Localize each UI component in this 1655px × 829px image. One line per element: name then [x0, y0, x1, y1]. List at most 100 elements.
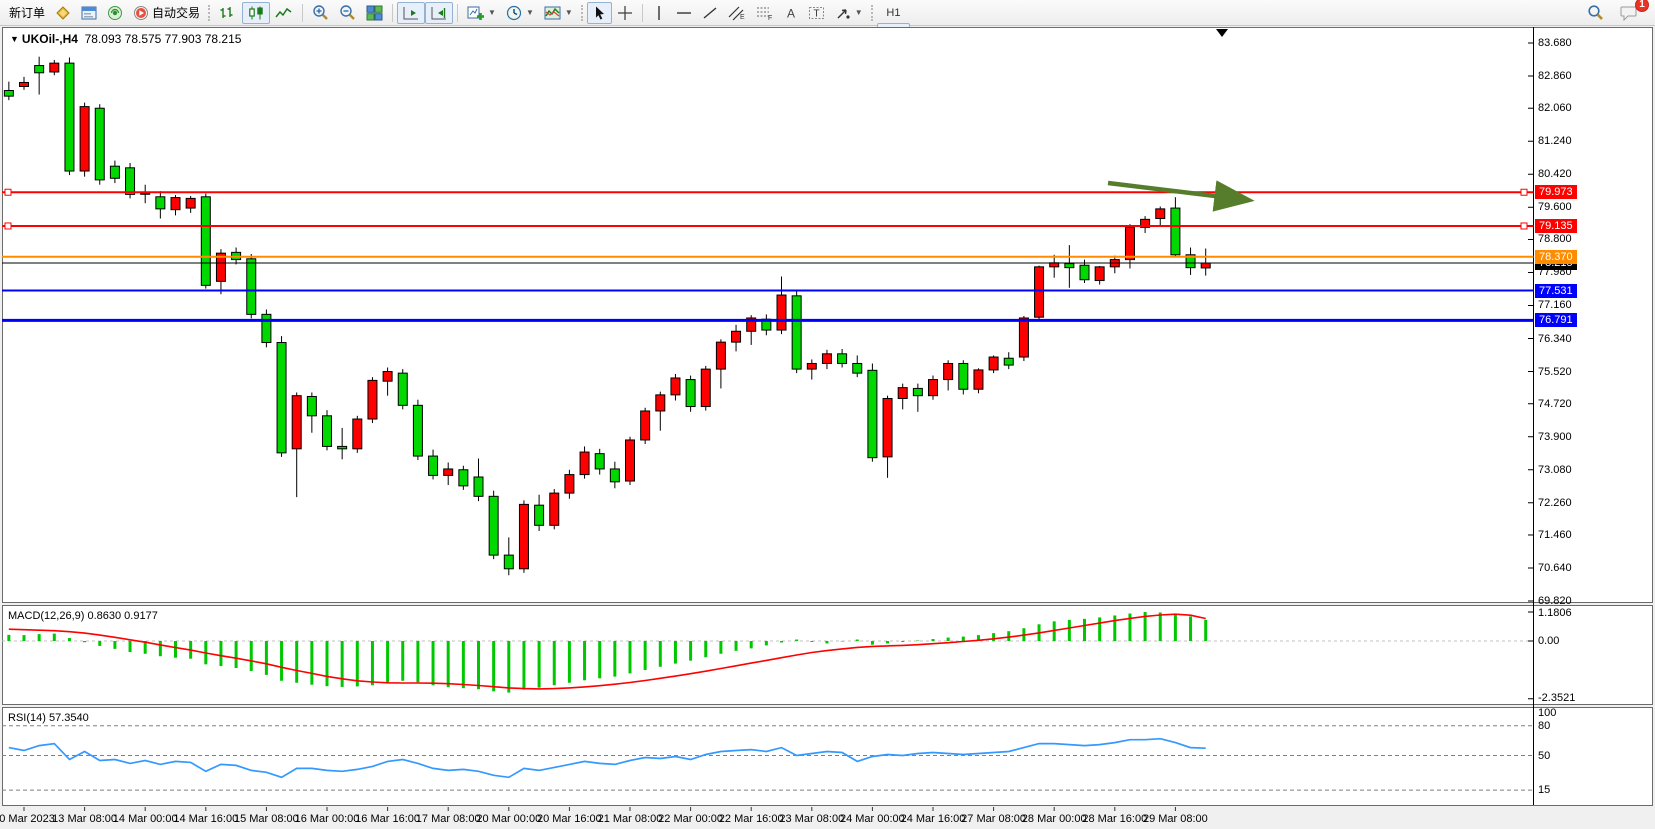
price-axis-tick: 75.520: [1538, 365, 1572, 378]
new-order-label: 新订单: [9, 6, 46, 20]
tile-windows-button[interactable]: [361, 2, 388, 24]
rsi-axis-tick: 100: [1538, 707, 1557, 719]
chart-ohlc-values: 78.093 78.575 77.903 78.215: [84, 32, 242, 46]
macd-axis-tick: 1.1806: [1538, 607, 1572, 619]
chart-candles-button[interactable]: [242, 1, 271, 24]
fibonacci-tool[interactable]: F: [751, 2, 779, 24]
price-axis-tick: 70.640: [1538, 561, 1572, 574]
svg-text:E: E: [740, 14, 745, 21]
search-button[interactable]: [1582, 2, 1609, 24]
price-axis-tick: 72.260: [1538, 496, 1572, 509]
toolbar-separator: [641, 3, 643, 22]
price-axis-tick: 71.460: [1538, 528, 1572, 541]
dropdown-arrow-icon: ▼: [564, 8, 573, 17]
arrow-objects-icon: [837, 8, 850, 19]
text-A-icon: A: [787, 6, 795, 20]
toolbar-separator: [302, 3, 304, 22]
time-axis-label: 14 Mar 00:00: [112, 813, 178, 825]
search-icon: [1588, 5, 1603, 20]
price-level-badge: 79.135: [1535, 218, 1577, 233]
channel-icon: E: [728, 6, 745, 21]
chart-line-button[interactable]: [270, 2, 298, 24]
crosshair-icon: [617, 5, 632, 20]
time-axis-label: 21 Mar 08:00: [597, 813, 663, 825]
text-label-icon: T: [808, 6, 824, 19]
chart-bars-button[interactable]: [214, 2, 242, 24]
indicators-button[interactable]: ▼: [539, 2, 578, 24]
time-axis-label: 20 Mar 00:00: [476, 813, 542, 825]
zoom-out-button[interactable]: [334, 2, 361, 24]
price-level-badge: 78.370: [1535, 249, 1577, 264]
signal-icon: [108, 5, 123, 20]
macd-axis-tick: -2.3521: [1538, 692, 1576, 704]
main-chart-panel[interactable]: [2, 27, 1653, 603]
new-chart-button[interactable]: ▼: [462, 2, 501, 24]
chart-title: ▼ UKOil-,H4 78.093 78.575 77.903 78.215: [10, 32, 241, 46]
horizontal-line-icon: [676, 11, 691, 14]
cursor-arrow-icon: [595, 6, 604, 19]
time-axis-label: 20 Mar 16:00: [536, 813, 602, 825]
time-axis-label: 22 Mar 16:00: [718, 813, 784, 825]
auto-trading-icon: [134, 5, 149, 20]
trendline-tool[interactable]: [697, 2, 723, 24]
cursor-button[interactable]: [586, 1, 612, 24]
trendline-icon: [703, 6, 717, 19]
time-axis-strip[interactable]: [2, 807, 1653, 829]
gold-nugget-icon: [56, 5, 70, 20]
vertical-line-tool[interactable]: [647, 2, 671, 24]
chart-shift-button[interactable]: [425, 1, 454, 24]
periods-button[interactable]: ▼: [501, 2, 539, 24]
price-axis-tick: 80.420: [1538, 168, 1572, 181]
terminal-window-button[interactable]: [76, 2, 102, 24]
dropdown-arrow-icon: ▼: [525, 8, 534, 17]
time-axis-label: 24 Mar 16:00: [900, 813, 966, 825]
price-axis-tick: 73.900: [1538, 430, 1572, 443]
zoom-in-button[interactable]: [307, 2, 334, 24]
toolbar-group-handle: [870, 4, 874, 21]
symbol-dropdown-icon[interactable]: ▼: [10, 34, 19, 44]
arrows-tool[interactable]: ▼: [830, 2, 868, 24]
zoom-in-icon: [313, 5, 328, 20]
candlestick-chart-icon: [249, 6, 263, 19]
timeframe-button-h1[interactable]: H1: [886, 6, 901, 19]
toolbar-group-handle: [580, 4, 584, 21]
toolbar-separator: [392, 3, 394, 22]
new-order-button[interactable]: 新订单: [4, 2, 50, 24]
time-axis-label: 23 Mar 08:00: [779, 813, 845, 825]
signal-service-button[interactable]: [102, 2, 128, 24]
terminal-window-icon: [81, 6, 97, 19]
auto-scroll-button[interactable]: [397, 1, 426, 24]
horizontal-line-tool[interactable]: [671, 2, 697, 24]
gold-symbol-icon[interactable]: [50, 2, 76, 24]
top-toolbar: 新订单 自动交易 ▼ ▼: [0, 0, 1655, 99]
notifications-button[interactable]: 1: [1615, 0, 1649, 24]
price-axis-tick: 74.720: [1538, 397, 1572, 410]
price-level-badge: 77.531: [1535, 283, 1577, 298]
rsi-axis-tick: 80: [1538, 719, 1551, 732]
time-axis-label: 16 Mar 16:00: [355, 813, 421, 825]
crosshair-button[interactable]: [612, 2, 638, 24]
toolbar-separator: [457, 3, 459, 22]
rsi-indicator-panel[interactable]: [2, 707, 1653, 806]
rsi-axis-tick: 15: [1538, 784, 1551, 797]
auto-trading-button[interactable]: 自动交易: [128, 2, 205, 24]
equidistant-channel-tool[interactable]: E: [723, 2, 751, 24]
time-axis-label: 22 Mar 00:00: [658, 813, 724, 825]
time-axis-label: 13 Mar 08:00: [52, 813, 118, 825]
macd-indicator-panel[interactable]: [2, 605, 1653, 705]
price-axis-tick: 79.600: [1538, 201, 1572, 214]
time-axis-label: 28 Mar 16:00: [1082, 813, 1148, 825]
chart-symbol-period: UKOil-,H4: [21, 32, 78, 46]
vertical-line-icon: [658, 5, 660, 20]
chart-shift-icon: [431, 6, 447, 19]
notification-badge: 1: [1635, 0, 1649, 12]
svg-text:F: F: [768, 15, 772, 21]
price-axis-tick: 73.080: [1538, 463, 1572, 476]
time-axis-label: 27 Mar 08:00: [961, 813, 1027, 825]
text-label-tool[interactable]: T: [803, 2, 830, 24]
toolbar-right-group: 1: [1582, 0, 1651, 24]
price-axis-tick: 78.800: [1538, 233, 1572, 246]
text-tool[interactable]: A: [779, 2, 803, 24]
clock-icon: [506, 5, 522, 20]
auto-scroll-icon: [403, 6, 419, 19]
